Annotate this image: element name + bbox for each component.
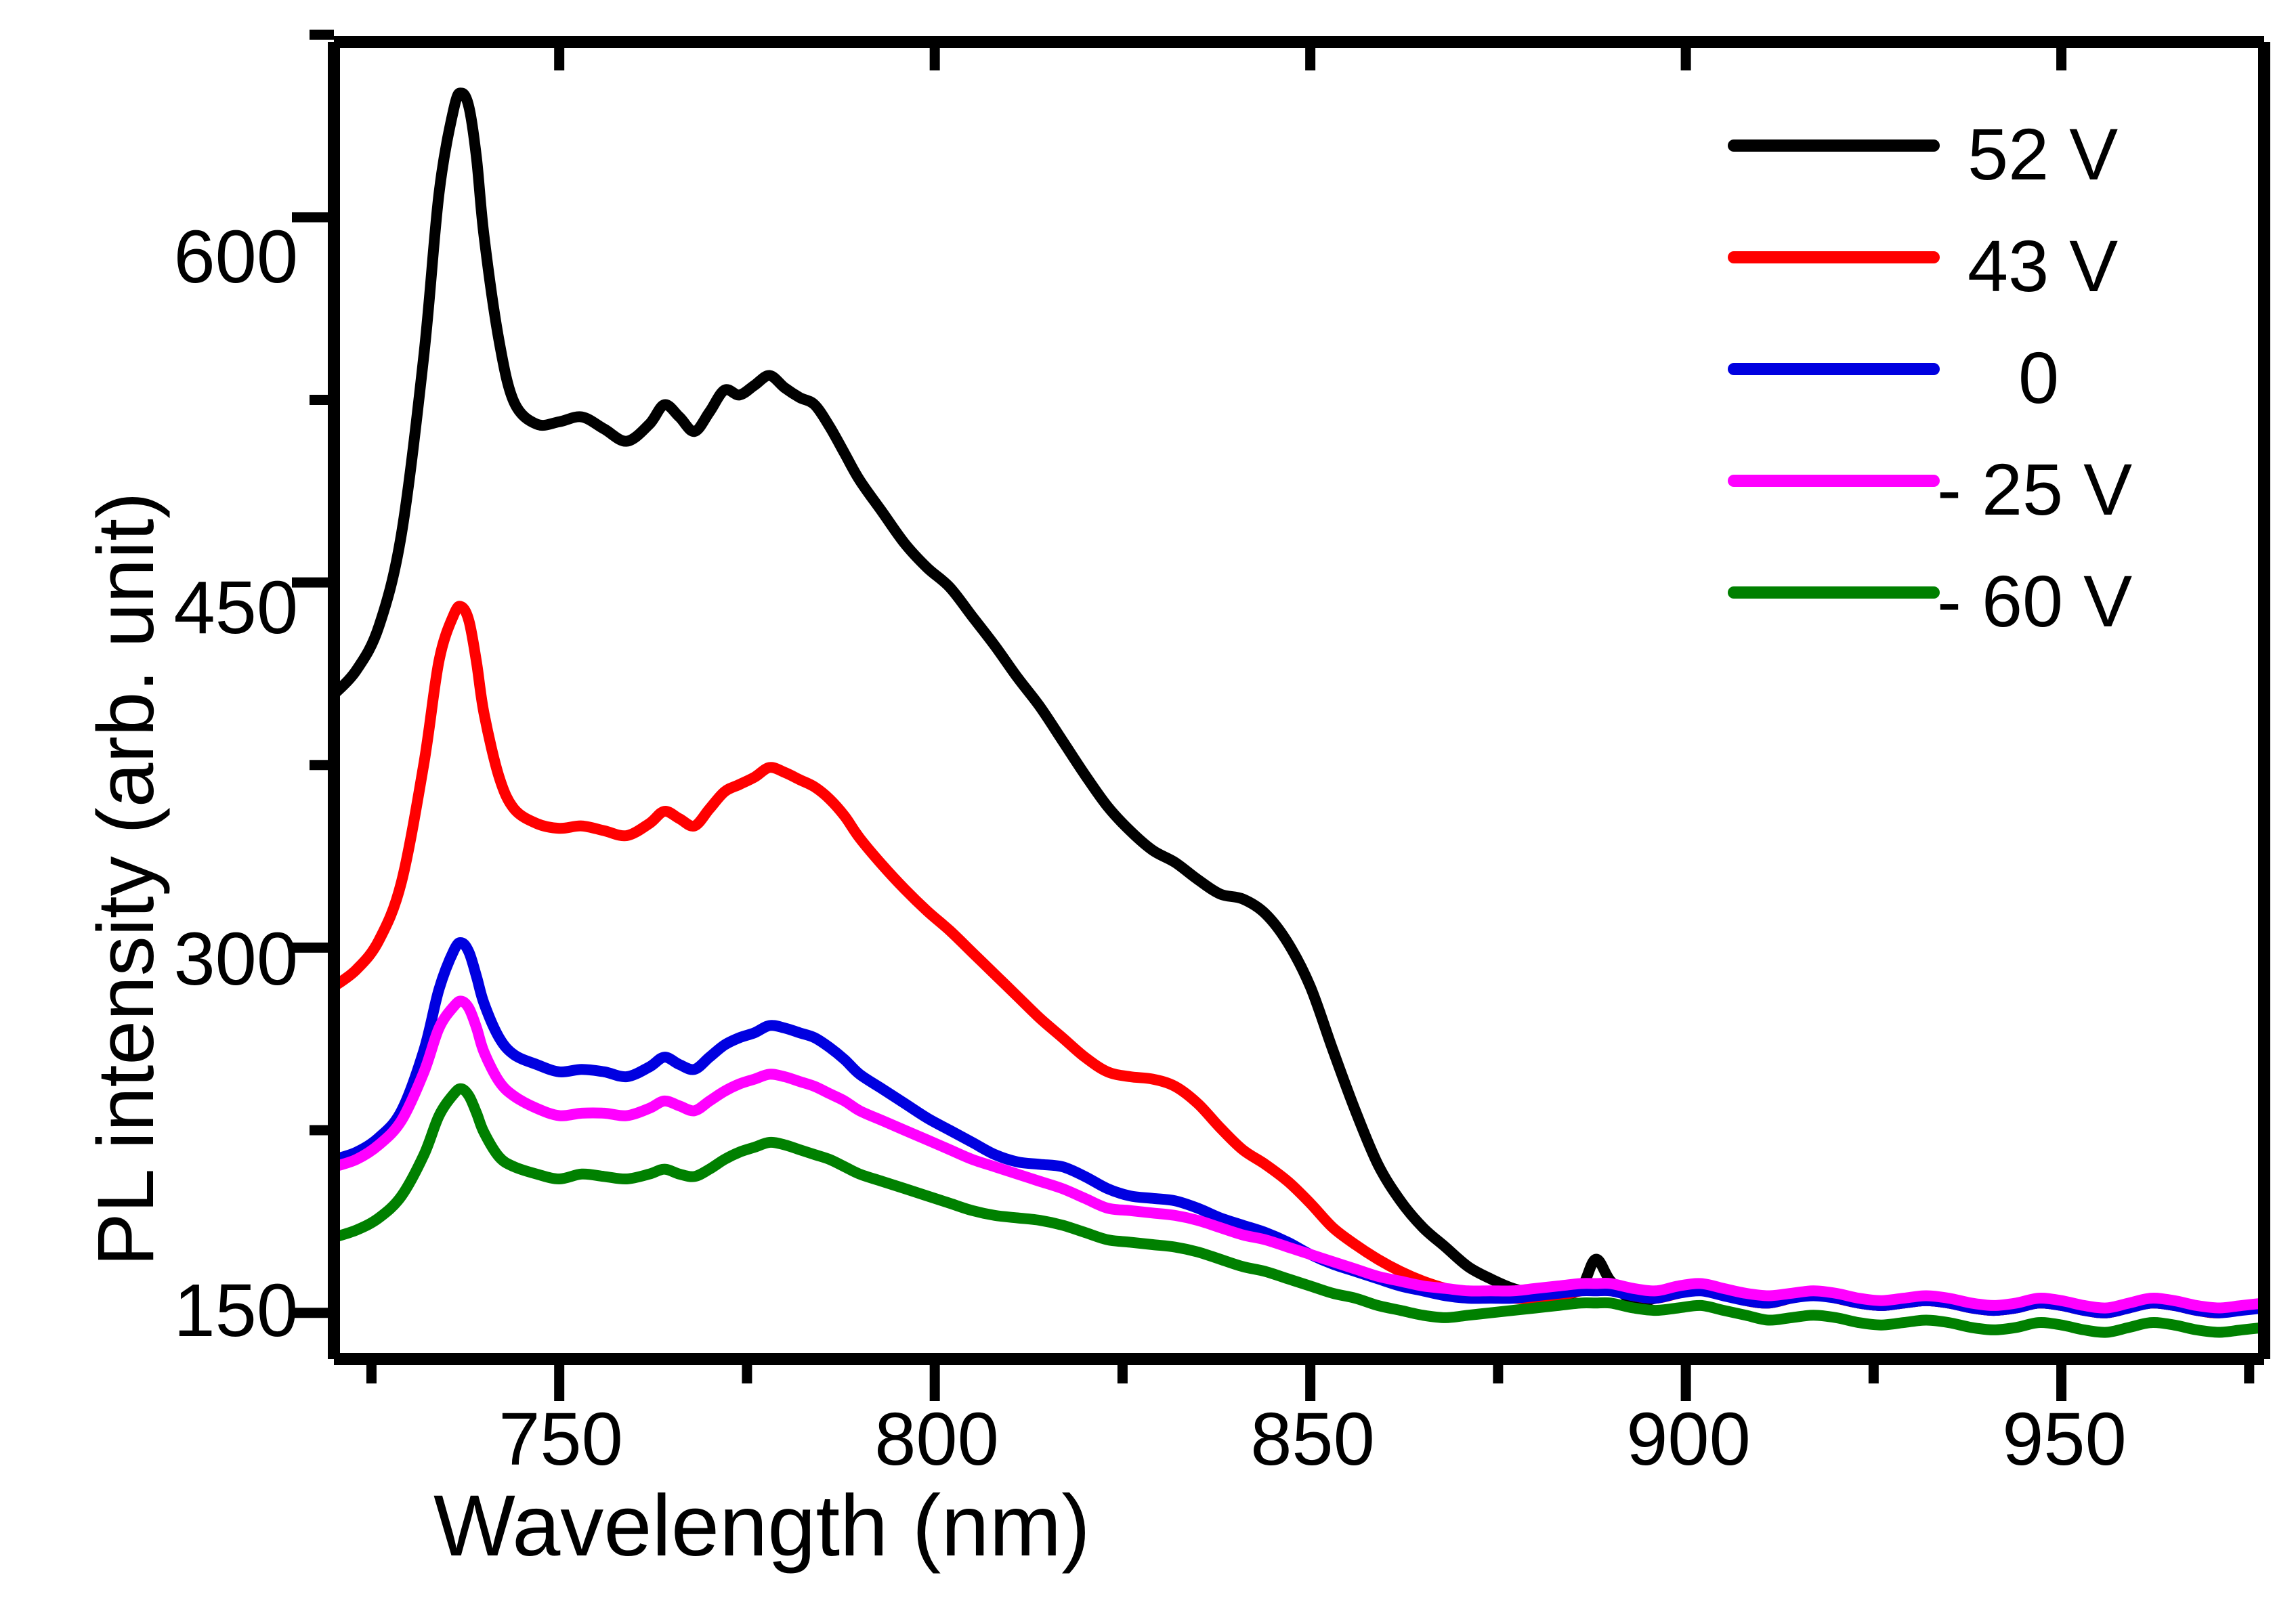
- curve-group: [334, 87, 2264, 1338]
- legend-label-0: 0: [2018, 337, 2060, 418]
- legend-label-minus60v: - 60 V: [1937, 560, 2133, 642]
- legend-label-52v: 52 V: [1968, 113, 2119, 195]
- series-line-0: [334, 937, 2264, 1318]
- x-tick-label-900: 900: [1626, 1398, 1751, 1481]
- legend-line-group: [1728, 139, 1940, 599]
- series-line-minus25v: [334, 995, 2264, 1314]
- legend-label-43v: 43 V: [1968, 225, 2119, 307]
- x-tick-label-850: 850: [1250, 1398, 1375, 1481]
- y-tick-label-300: 300: [173, 918, 298, 1001]
- y-tick-label-150: 150: [173, 1269, 298, 1352]
- axes-group: [292, 29, 2270, 1401]
- x-tick-label-800: 800: [874, 1398, 999, 1481]
- x-tick-label-950: 950: [2002, 1398, 2127, 1481]
- legend-label-minus25v: - 25 V: [1937, 448, 2133, 530]
- x-axis-title: Wavelength (nm): [433, 1478, 1090, 1574]
- y-tick-label-450: 450: [173, 566, 298, 649]
- series-line-minus60v: [334, 1083, 2264, 1338]
- x-tick-label-750: 750: [498, 1398, 623, 1481]
- y-tick-label-600: 600: [173, 215, 298, 299]
